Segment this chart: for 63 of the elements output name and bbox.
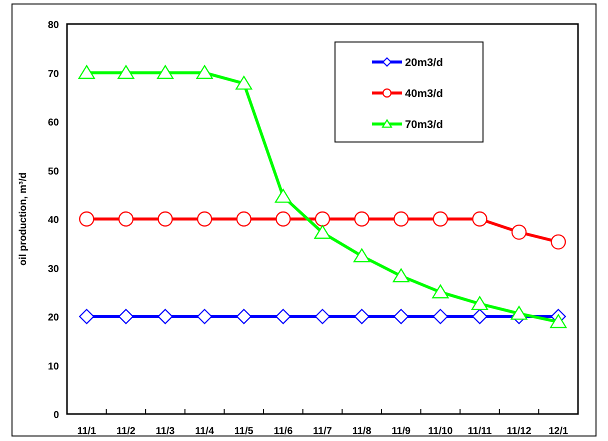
x-tick-label: 12/1 xyxy=(548,426,569,437)
point xyxy=(394,308,409,324)
y-tick-label: 40 xyxy=(48,215,60,226)
x-tick-label: 11/2 xyxy=(116,426,136,437)
y-tick-label: 60 xyxy=(48,118,60,128)
x-tick-label: 11/4 xyxy=(195,426,214,437)
x-tick-label: 11/11 xyxy=(468,426,492,437)
point xyxy=(78,65,95,79)
point xyxy=(550,234,566,250)
point xyxy=(79,211,94,227)
point xyxy=(276,211,291,227)
point xyxy=(118,308,134,324)
x-tick-label: 11/3 xyxy=(156,426,176,437)
x-tick-label: 11/5 xyxy=(234,426,254,437)
point xyxy=(314,225,331,239)
point xyxy=(236,76,252,90)
point xyxy=(156,65,174,79)
point xyxy=(196,65,213,79)
point xyxy=(510,306,528,320)
point xyxy=(550,314,567,328)
y-tick-label: 30 xyxy=(48,264,60,275)
x-tick-label: 11/9 xyxy=(392,426,412,437)
point xyxy=(196,211,212,227)
y-axis-title: oil production, m³/d xyxy=(18,172,29,266)
point xyxy=(511,224,527,240)
point xyxy=(158,308,173,324)
point xyxy=(236,211,252,227)
legend-label: 40m3/d xyxy=(405,88,443,100)
point xyxy=(392,268,410,282)
point xyxy=(314,211,330,227)
point xyxy=(472,308,488,324)
x-tick-label: 11/8 xyxy=(352,426,372,437)
x-tick-label: 11/6 xyxy=(274,426,294,437)
x-tick-label: 11/1 xyxy=(77,426,97,437)
x-tick-label: 11/7 xyxy=(313,426,332,437)
y-tick-label: 70 xyxy=(48,68,60,80)
point xyxy=(432,211,448,227)
legend-label: 70m3/d xyxy=(405,119,443,131)
point xyxy=(432,284,449,298)
y-tick-label: 10 xyxy=(48,361,60,372)
point xyxy=(118,65,134,79)
point xyxy=(118,211,134,227)
point xyxy=(354,248,370,262)
legend-label: 20m3/d xyxy=(405,57,443,69)
point xyxy=(196,308,212,324)
point xyxy=(354,308,370,324)
point xyxy=(274,188,292,203)
point xyxy=(394,211,409,227)
y-tick-label: 20 xyxy=(48,312,60,324)
point xyxy=(471,296,488,310)
x-tick-label: 11/10 xyxy=(428,426,454,437)
point xyxy=(276,308,291,324)
point xyxy=(158,211,173,227)
y-tick-label: 0 xyxy=(53,410,60,421)
point xyxy=(472,211,488,227)
point xyxy=(432,308,448,324)
point xyxy=(354,211,370,227)
y-tick-label: 50 xyxy=(48,166,60,178)
point xyxy=(314,308,330,324)
point xyxy=(236,308,252,324)
y-tick-label: 80 xyxy=(48,20,60,31)
point xyxy=(79,308,94,324)
x-tick-label: 11/12 xyxy=(506,426,532,437)
